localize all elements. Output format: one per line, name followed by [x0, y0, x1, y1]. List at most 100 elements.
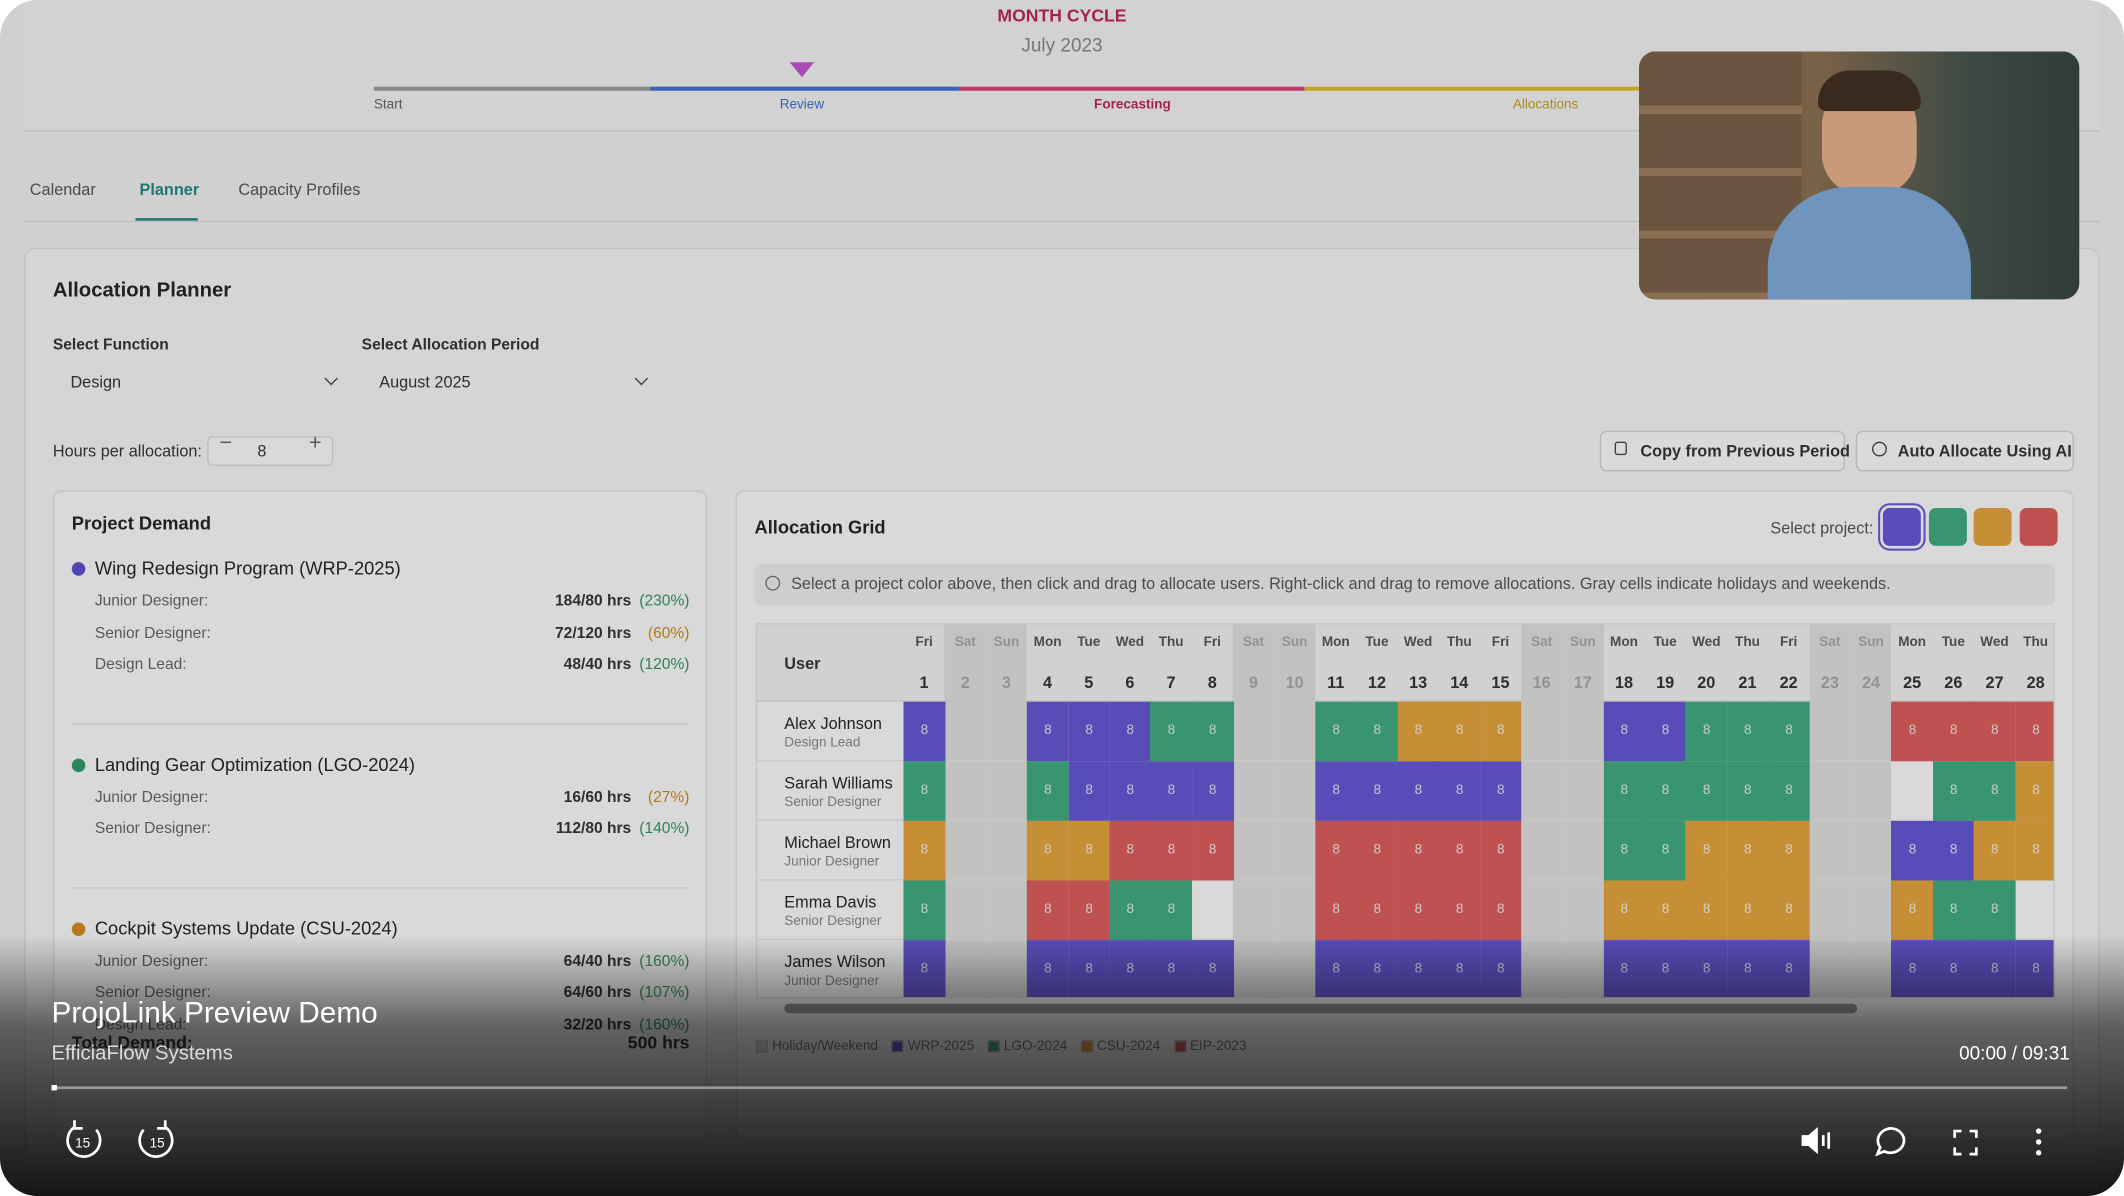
- allocation-cell[interactable]: 8: [1973, 880, 2016, 941]
- allocation-cell[interactable]: 8: [1603, 820, 1646, 881]
- allocation-cell[interactable]: 8: [1191, 761, 1234, 821]
- allocation-cell[interactable]: 8: [1685, 701, 1728, 762]
- allocation-cell[interactable]: 8: [903, 761, 946, 821]
- allocation-cell[interactable]: 8: [1644, 761, 1687, 821]
- allocation-cell[interactable]: 8: [903, 701, 946, 762]
- allocation-cell[interactable]: 8: [1644, 701, 1687, 762]
- allocation-cell[interactable]: 8: [1685, 820, 1728, 881]
- allocation-cell[interactable]: 8: [1068, 761, 1111, 821]
- allocation-cell[interactable]: 8: [1479, 820, 1522, 881]
- fullscreen-button[interactable]: [1953, 1129, 1978, 1156]
- allocation-cell[interactable]: 8: [1644, 880, 1687, 941]
- allocation-cell[interactable]: 8: [1726, 820, 1769, 881]
- allocation-cell[interactable]: 8: [1726, 761, 1769, 821]
- increment-button[interactable]: +: [308, 432, 322, 456]
- more-button[interactable]: [2035, 1128, 2042, 1156]
- allocation-cell[interactable]: 8: [1932, 761, 1975, 821]
- allocation-cell[interactable]: 8: [1109, 880, 1152, 941]
- copy-button[interactable]: [1599, 430, 1845, 472]
- volume-button[interactable]: [1801, 1127, 1831, 1155]
- allocation-cell[interactable]: 8: [1973, 761, 2016, 821]
- allocation-cell[interactable]: 8: [1027, 820, 1069, 881]
- allocation-cell[interactable]: 8: [1397, 761, 1440, 821]
- allocation-cell[interactable]: 8: [1109, 820, 1152, 881]
- allocation-cell[interactable]: 8: [1891, 880, 1934, 941]
- allocation-cell[interactable]: 8: [903, 880, 946, 941]
- ai-button[interactable]: [1855, 430, 2074, 472]
- allocation-cell[interactable]: 8: [1027, 761, 1069, 821]
- allocation-cell[interactable]: 8: [1150, 761, 1193, 821]
- allocation-cell[interactable]: 8: [1603, 701, 1646, 762]
- allocation-cell[interactable]: 8: [1438, 701, 1481, 762]
- chat-button[interactable]: [1875, 1127, 1906, 1157]
- allocation-cell[interactable]: 8: [1356, 880, 1399, 941]
- tab[interactable]: Capacity Profiles: [238, 180, 361, 200]
- progress-bar[interactable]: [51, 1085, 2068, 1091]
- allocation-cell[interactable]: 8: [1315, 880, 1358, 941]
- allocation-cell[interactable]: 8: [1356, 701, 1399, 762]
- allocation-cell[interactable]: 8: [1768, 880, 1810, 941]
- allocation-cell[interactable]: 8: [1150, 820, 1193, 881]
- allocation-cell[interactable]: 8: [903, 820, 946, 881]
- forward-button[interactable]: 15: [138, 1120, 174, 1158]
- allocation-cell[interactable]: 8: [1973, 701, 2016, 762]
- allocation-cell[interactable]: 8: [1603, 880, 1646, 941]
- allocation-cell[interactable]: 8: [2015, 820, 2054, 881]
- allocation-cell[interactable]: 8: [1315, 701, 1358, 762]
- allocation-cell[interactable]: 8: [1438, 880, 1481, 941]
- allocation-cell[interactable]: 8: [1150, 880, 1193, 941]
- allocation-cell[interactable]: 8: [1973, 820, 2016, 881]
- allocation-cell[interactable]: 8: [1932, 880, 1975, 941]
- project-swatch[interactable]: [2019, 507, 2057, 546]
- allocation-cell[interactable]: 8: [1932, 701, 1975, 762]
- project-swatch[interactable]: [1973, 507, 2012, 546]
- allocation-cell[interactable]: 8: [1726, 880, 1769, 941]
- date-label: 18: [1614, 673, 1634, 693]
- allocation-cell[interactable]: 8: [1397, 820, 1440, 881]
- allocation-cell[interactable]: 8: [1726, 701, 1769, 762]
- allocation-cell[interactable]: 8: [1685, 880, 1728, 941]
- allocation-cell[interactable]: 8: [1438, 761, 1481, 821]
- allocation-cell[interactable]: 8: [2015, 701, 2054, 762]
- allocation-cell[interactable]: 8: [1191, 820, 1234, 881]
- allocation-cell[interactable]: 8: [1191, 701, 1234, 762]
- allocation-cell[interactable]: 8: [1027, 880, 1069, 941]
- allocation-cell[interactable]: 8: [1768, 701, 1810, 762]
- allocation-cell[interactable]: 8: [1356, 820, 1399, 881]
- allocation-cell[interactable]: 8: [1068, 701, 1111, 762]
- allocation-cell[interactable]: 8: [1891, 820, 1934, 881]
- allocation-cell[interactable]: 8: [1479, 701, 1522, 762]
- allocation-cell[interactable]: 8: [1397, 880, 1440, 941]
- allocation-cell[interactable]: 8: [1644, 820, 1687, 881]
- allocation-cell[interactable]: 8: [1479, 880, 1522, 941]
- role-label: Junior Designer:: [94, 593, 209, 610]
- allocation-cell[interactable]: 8: [1109, 701, 1152, 762]
- allocation-cell[interactable]: 8: [1479, 761, 1522, 821]
- allocation-cell[interactable]: 8: [1891, 701, 1934, 762]
- allocation-cell[interactable]: 8: [1768, 761, 1810, 821]
- date-label: 19: [1656, 673, 1675, 693]
- allocation-cell[interactable]: 8: [1315, 820, 1358, 881]
- project-swatch[interactable]: [1882, 507, 1921, 546]
- allocation-cell[interactable]: 8: [2015, 761, 2054, 821]
- allocation-cell[interactable]: 8: [1603, 761, 1646, 821]
- allocation-cell[interactable]: 8: [1438, 820, 1481, 881]
- tab[interactable]: Calendar: [29, 180, 96, 200]
- allocation-cell[interactable]: 8: [1932, 820, 1975, 881]
- allocation-cell[interactable]: 8: [1397, 701, 1440, 762]
- allocation-cell[interactable]: 8: [1068, 820, 1111, 881]
- allocation-cell[interactable]: 8: [1027, 701, 1069, 762]
- project-swatch[interactable]: [1928, 507, 1967, 546]
- allocation-cell[interactable]: 8: [1109, 761, 1152, 821]
- decrement-button[interactable]: −: [219, 432, 233, 456]
- allocation-cell[interactable]: 8: [1068, 880, 1111, 941]
- tab[interactable]: Planner: [139, 180, 200, 200]
- allocation-cell[interactable]: 8: [1315, 761, 1358, 821]
- allocation-cell[interactable]: 8: [1150, 701, 1193, 762]
- tab-underline: [135, 218, 198, 221]
- allocation-cell[interactable]: 8: [1768, 820, 1810, 881]
- allocation-cell[interactable]: 8: [1685, 761, 1728, 821]
- allocation-cell[interactable]: 8: [1356, 761, 1399, 821]
- date-label: 10: [1285, 673, 1304, 693]
- rewind-button[interactable]: 15: [66, 1120, 102, 1158]
